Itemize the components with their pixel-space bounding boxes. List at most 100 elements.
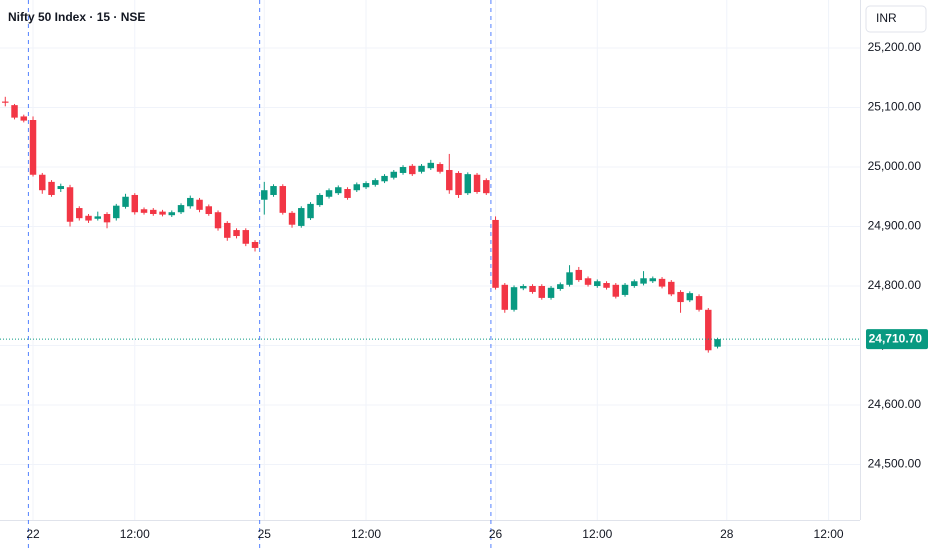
plot <box>0 96 860 353</box>
candle-body <box>353 184 361 191</box>
y-tick-label: 24,600.00 <box>868 397 922 411</box>
candle-body <box>658 278 666 287</box>
candle-body <box>279 186 287 213</box>
currency[interactable]: INR <box>876 11 897 25</box>
candle-body <box>270 186 277 195</box>
candle-body <box>631 281 638 286</box>
x-tick-label: 12:00 <box>120 527 150 541</box>
candle-body <box>714 339 721 347</box>
candle-body <box>464 174 472 194</box>
candle-body <box>603 283 610 288</box>
candle-body <box>168 212 176 216</box>
last-price-tag <box>866 329 928 350</box>
y-tick-label: 25,000.00 <box>868 159 922 173</box>
candle-body <box>520 286 527 289</box>
candle-body <box>473 174 481 192</box>
candle-body <box>575 269 583 281</box>
candle-body <box>529 286 536 292</box>
candle-body <box>547 287 555 298</box>
candle-body <box>307 203 314 219</box>
candle-body <box>94 216 102 219</box>
candle-body <box>242 230 250 244</box>
chart-title: Nifty 50 Index · 15 · NSE <box>8 10 145 24</box>
grid <box>0 0 860 550</box>
candle-body <box>131 194 139 213</box>
candle-body <box>288 212 296 225</box>
candle-body <box>362 183 370 188</box>
currency-box[interactable] <box>865 5 927 33</box>
candle-body <box>2 101 9 103</box>
candle-body <box>621 284 629 295</box>
candle-body <box>122 196 129 207</box>
candle-body <box>48 181 55 195</box>
candle-body <box>446 169 453 191</box>
y-tick-label: 24,800.00 <box>868 278 922 292</box>
candle-body <box>76 208 83 219</box>
candle-body <box>399 167 407 173</box>
candle-body <box>325 190 333 197</box>
candle-body <box>85 215 92 221</box>
candle-body <box>409 165 416 175</box>
last-price-label: 24,710.70 <box>869 331 923 345</box>
candle-body <box>214 212 222 229</box>
candle-body <box>140 209 148 213</box>
candle-body <box>649 278 657 282</box>
x-tick-label: 22 <box>26 527 40 541</box>
candle-body <box>29 120 37 175</box>
candle-body <box>344 189 351 198</box>
candle-body <box>224 222 231 238</box>
candle-body <box>261 190 268 200</box>
candle-body <box>695 296 703 310</box>
candle-body <box>39 174 46 191</box>
candle-body <box>677 291 684 303</box>
candle-body <box>510 287 518 310</box>
candle-body <box>11 105 18 118</box>
candle-body <box>150 209 157 215</box>
candle-body <box>381 175 388 182</box>
x-tick-label: 12:00 <box>582 527 612 541</box>
candle-body <box>390 171 398 178</box>
candle-body <box>594 281 601 286</box>
y-tick-label: 25,200.00 <box>868 40 922 54</box>
candle-body <box>418 165 425 172</box>
x-tick-label: 12:00 <box>814 527 844 541</box>
candle-body <box>668 281 675 295</box>
candle-body <box>205 206 213 215</box>
y-tick-label: 25,100.00 <box>868 100 922 114</box>
candle-body <box>20 116 28 121</box>
y-tick-label: 24,500.00 <box>868 457 922 471</box>
axes: 24,500.0024,600.0024,700.0024,800.0024,9… <box>26 40 928 541</box>
candle-body <box>66 187 74 222</box>
candle-body <box>538 286 546 298</box>
candle-body <box>455 172 462 195</box>
y-tick-label: 24,900.00 <box>868 219 922 233</box>
candle-body <box>316 194 324 206</box>
candle-body <box>436 164 444 172</box>
candle-body <box>251 241 259 248</box>
candle-body <box>103 214 111 223</box>
candle-body <box>566 272 573 285</box>
candle-body <box>705 309 712 351</box>
candle-body <box>335 187 342 194</box>
x-tick-label: 12:00 <box>351 527 381 541</box>
candle-body <box>159 211 166 215</box>
candle-body <box>57 186 65 190</box>
candle-body <box>113 205 120 219</box>
candle-body <box>640 278 647 284</box>
x-tick-label: 26 <box>489 527 503 541</box>
x-tick-label: 25 <box>258 527 272 541</box>
candle-body <box>233 230 240 237</box>
candle-body <box>557 284 564 289</box>
candle-body <box>612 284 620 297</box>
candle-body <box>196 199 203 210</box>
candle-body <box>177 205 185 213</box>
candle-body <box>584 278 592 285</box>
candle-body <box>492 219 499 288</box>
candle-body <box>372 180 379 185</box>
candle-body <box>298 208 305 226</box>
candle-body <box>187 197 194 207</box>
candle-body <box>427 162 435 169</box>
candle-body <box>686 293 694 301</box>
candle-body <box>483 180 490 194</box>
